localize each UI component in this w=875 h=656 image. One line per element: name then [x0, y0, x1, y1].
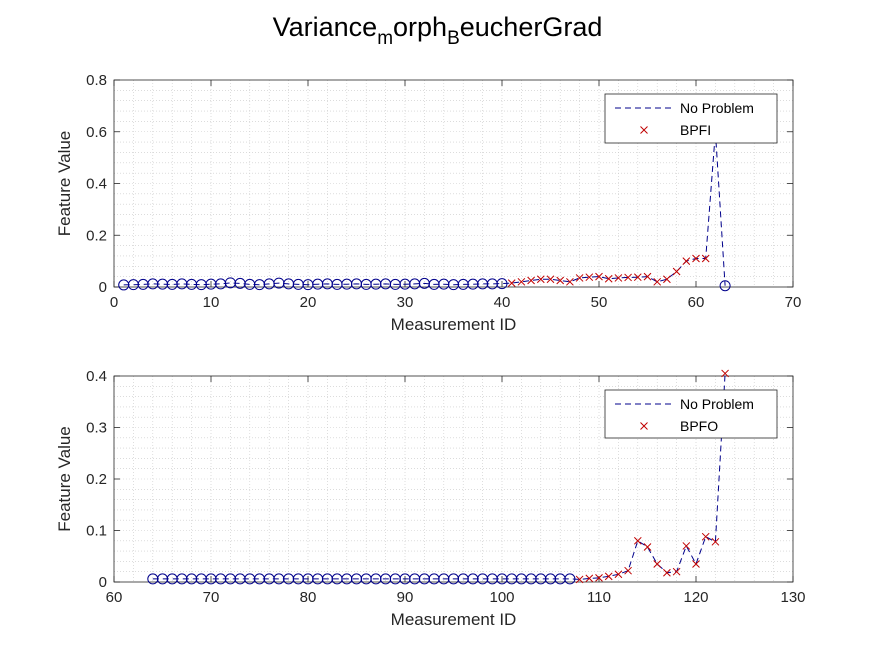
- x-tick-label: 100: [489, 589, 514, 606]
- data-point-x: [721, 369, 729, 378]
- data-point-x: [692, 254, 700, 263]
- series-line-no-problem: [123, 131, 726, 286]
- legend: No Problem BPFI: [604, 93, 778, 144]
- title-part: orph: [393, 12, 448, 42]
- legend-x-swatch: [640, 422, 648, 430]
- x-tick-label: 130: [780, 589, 805, 606]
- data-point-x: [624, 566, 632, 575]
- chart-panel-2: 60 70 80 90 100 110 120 130 0 0.1 0.2 0.3 0.4 Measure…: [55, 368, 806, 629]
- data-point-x: [663, 568, 671, 577]
- data-point-circle: [496, 278, 508, 290]
- x-tick-label: 70: [203, 589, 220, 606]
- x-tick-label: 120: [683, 589, 708, 606]
- legend-label: No Problem: [680, 396, 754, 412]
- x-tick-label: 60: [106, 589, 123, 606]
- data-point-x: [701, 532, 710, 541]
- data-point-x: [672, 267, 681, 276]
- data-point-x: [711, 537, 720, 546]
- data-point-x: [692, 560, 700, 568]
- data-point-x: [546, 275, 555, 284]
- title-subscript: m: [377, 28, 394, 49]
- y-tick-label: 0.8: [86, 72, 107, 89]
- y-tick-label: 0.1: [86, 523, 107, 540]
- data-point-x: [575, 575, 584, 584]
- data-point-x: [633, 536, 642, 545]
- data-point-x: [556, 276, 565, 285]
- x-tick-label: 20: [300, 294, 317, 311]
- legend-label: No Problem: [680, 100, 754, 116]
- legend-x-swatch: [640, 126, 648, 134]
- data-point-x: [566, 277, 574, 286]
- data-point-x: [672, 567, 681, 576]
- data-point-x: [585, 574, 594, 583]
- data-point-circle: [564, 573, 576, 585]
- data-layer: [118, 131, 731, 292]
- x-tick-label: 60: [688, 294, 705, 311]
- series-line-no-problem: [152, 373, 726, 580]
- data-point-x: [701, 254, 710, 263]
- data-point-x: [682, 542, 691, 550]
- data-point-x: [682, 257, 691, 265]
- legend-label: BPFO: [680, 418, 718, 434]
- y-tick-label: 0.4: [86, 368, 107, 385]
- legend-box: [604, 389, 778, 439]
- data-point-x: [536, 275, 545, 284]
- x-tick-label: 0: [110, 294, 118, 311]
- title-part: eucherGrad: [459, 12, 603, 42]
- x-tick-label: 110: [587, 589, 611, 606]
- y-tick-label: 0.4: [86, 176, 107, 193]
- x-tick-label: 70: [785, 294, 802, 311]
- data-point-x: [604, 274, 613, 283]
- y-axis-label: Feature Value: [55, 131, 74, 237]
- data-point-circle: [719, 280, 731, 292]
- chart-title: VariancemorphBeucherGrad: [0, 12, 875, 48]
- x-tick-label: 10: [203, 294, 220, 311]
- title-part: Variance: [272, 12, 378, 42]
- x-axis-label: Measurement ID: [391, 315, 517, 334]
- x-axis-label: Measurement ID: [391, 610, 517, 629]
- y-tick-label: 0.3: [86, 420, 107, 437]
- legend: No Problem BPFO: [604, 389, 778, 439]
- y-tick-label: 0: [99, 574, 107, 591]
- data-layer: [147, 369, 729, 585]
- chart-panel-1: 0 10 20 30 40 50 60 70 0 0.2 0.4 0.6 0.8 Measurement …: [55, 72, 801, 334]
- data-point-x: [595, 272, 603, 281]
- data-point-x: [643, 543, 652, 551]
- y-tick-label: 0.2: [86, 227, 107, 244]
- data-point-x: [614, 274, 623, 282]
- x-tick-label: 80: [300, 589, 317, 606]
- y-tick-label: 0.2: [86, 471, 107, 488]
- x-tick-label: 50: [591, 294, 608, 311]
- x-tick-label: 30: [397, 294, 414, 311]
- data-point-x: [517, 277, 526, 286]
- legend-label: BPFI: [680, 122, 711, 138]
- data-point-x: [653, 277, 662, 286]
- legend-box: [604, 93, 778, 144]
- data-point-x: [507, 279, 516, 287]
- data-point-x: [653, 560, 662, 568]
- x-tick-label: 90: [397, 589, 414, 606]
- y-tick-label: 0: [99, 279, 107, 296]
- x-tick-label: 40: [494, 294, 511, 311]
- data-point-x: [624, 273, 632, 282]
- data-point-x: [527, 276, 535, 285]
- data-point-x: [633, 273, 642, 282]
- y-axis-label: Feature Value: [55, 426, 74, 532]
- y-tick-label: 0.6: [86, 124, 107, 141]
- data-point-x: [663, 275, 671, 284]
- data-point-x: [595, 574, 603, 582]
- data-point-x: [614, 570, 623, 579]
- data-point-x: [585, 273, 594, 282]
- data-point-x: [643, 272, 652, 281]
- data-point-x: [604, 572, 613, 581]
- data-point-x: [575, 274, 584, 282]
- title-subscript: B: [447, 28, 460, 49]
